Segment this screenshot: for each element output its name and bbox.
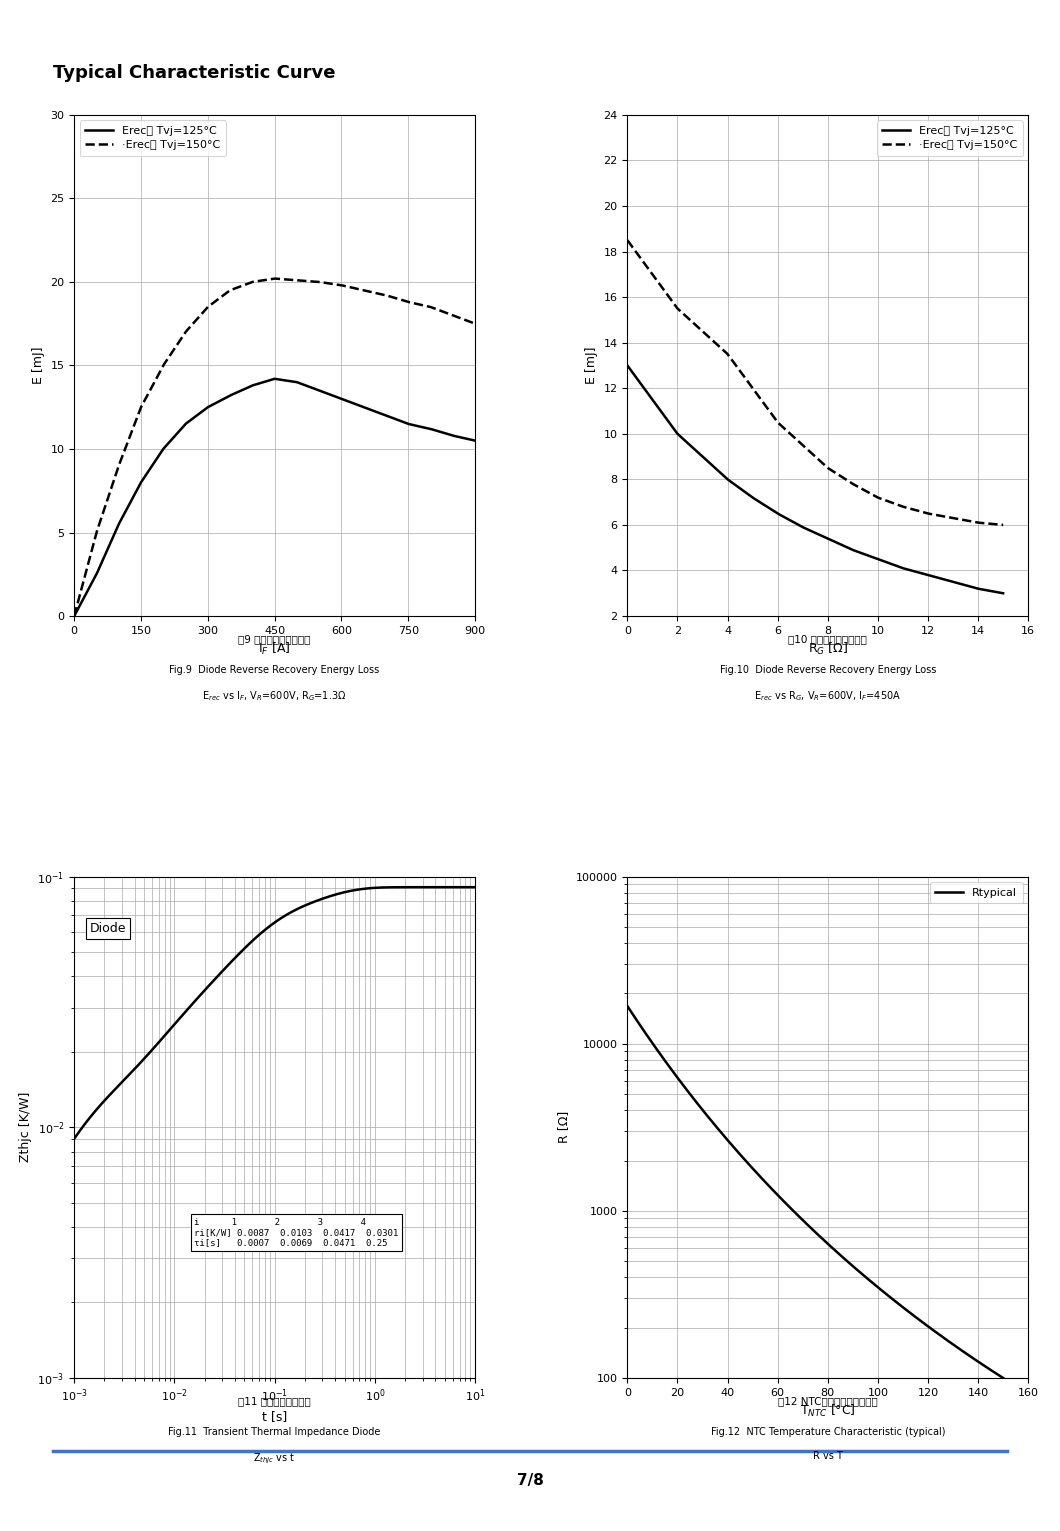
Y-axis label: R [Ω]: R [Ω] (558, 1112, 570, 1144)
·Erec， Tvj=150°C (139, 390, 152, 409)
Erec， Tvj=125°C (743, 487, 756, 505)
Text: 图12 NTC温度特性（典型値）: 图12 NTC温度特性（典型値） (778, 1396, 878, 1407)
Erec， Tvj=125°C (68, 606, 81, 625)
Text: E$_{rec}$ vs I$_F$, V$_R$=600V, R$_G$=1.3Ω: E$_{rec}$ vs I$_F$, V$_R$=600V, R$_G$=1.… (202, 689, 347, 703)
Erec， Tvj=125°C (370, 403, 383, 421)
Text: 图11 二极管瞬态热阻抗: 图11 二极管瞬态热阻抗 (238, 1396, 311, 1407)
Text: 图9 二极管反向恢复损耗: 图9 二极管反向恢复损耗 (238, 634, 311, 645)
Erec， Tvj=125°C (171, 424, 183, 442)
Text: Fig.12  NTC Temperature Characteristic (typical): Fig.12 NTC Temperature Characteristic (t… (710, 1427, 946, 1438)
·Erec， Tvj=150°C (996, 516, 1009, 534)
Erec， Tvj=125°C (770, 504, 782, 522)
Text: i      1       2       3       4
ri[K/W] 0.0087  0.0103  0.0417  0.0301
τi[s]   : i 1 2 3 4 ri[K/W] 0.0087 0.0103 0.0417 0… (194, 1217, 399, 1248)
Erec， Tvj=125°C (893, 557, 905, 576)
Line: Erec， Tvj=125°C: Erec， Tvj=125°C (628, 366, 1003, 592)
·Erec， Tvj=150°C (268, 269, 281, 288)
X-axis label: R$_G$ [Ω]: R$_G$ [Ω] (808, 641, 848, 657)
Text: Typical Characteristic Curve: Typical Characteristic Curve (53, 64, 336, 83)
Erec， Tvj=125°C (621, 357, 634, 375)
·Erec， Tvj=150°C (895, 496, 907, 514)
·Erec， Tvj=150°C (249, 273, 262, 291)
Erec， Tvj=125°C (139, 467, 152, 485)
Text: Fig.9  Diode Reverse Recovery Energy Loss: Fig.9 Diode Reverse Recovery Energy Loss (170, 664, 379, 675)
·Erec， Tvj=150°C (858, 481, 870, 499)
Erec， Tvj=125°C (666, 418, 678, 436)
Rtypical (852, 1262, 865, 1280)
·Erec， Tvj=150°C (469, 314, 481, 332)
Rtypical (808, 1222, 820, 1240)
·Erec， Tvj=150°C (770, 412, 782, 430)
Text: R vs T: R vs T (813, 1451, 843, 1462)
·Erec， Tvj=150°C (743, 375, 756, 393)
Rtypical (1009, 1376, 1022, 1395)
X-axis label: t [s]: t [s] (262, 1410, 287, 1422)
·Erec， Tvj=150°C (304, 273, 317, 291)
·Erec， Tvj=150°C (171, 335, 183, 354)
Erec， Tvj=125°C (996, 583, 1009, 602)
Line: ·Erec， Tvj=150°C: ·Erec， Tvj=150°C (628, 240, 1003, 525)
Rtypical (621, 997, 634, 1015)
Erec， Tvj=125°C (469, 432, 481, 450)
Rtypical (939, 1330, 952, 1349)
X-axis label: I$_F$ [A]: I$_F$ [A] (259, 641, 290, 657)
Line: Rtypical: Rtypical (628, 1006, 1015, 1386)
Legend: Erec， Tvj=125°C, ·Erec， Tvj=150°C: Erec， Tvj=125°C, ·Erec， Tvj=150°C (877, 121, 1023, 156)
Text: E$_{rec}$ vs R$_G$, V$_R$=600V, I$_F$=450A: E$_{rec}$ vs R$_G$, V$_R$=600V, I$_F$=45… (755, 689, 901, 703)
Erec， Tvj=125°C (336, 390, 349, 409)
Text: 图10 二极管反向恢复损耗: 图10 二极管反向恢复损耗 (789, 634, 867, 645)
Erec， Tvj=125°C (895, 559, 907, 577)
Y-axis label: E [mJ]: E [mJ] (32, 346, 45, 384)
Text: Fig.11  Transient Thermal Impedance Diode: Fig.11 Transient Thermal Impedance Diode (169, 1427, 381, 1438)
·Erec， Tvj=150°C (336, 276, 349, 294)
Text: Z$_{thjc}$ vs t: Z$_{thjc}$ vs t (253, 1451, 296, 1465)
Erec， Tvj=125°C (249, 375, 262, 393)
·Erec， Tvj=150°C (68, 606, 81, 625)
·Erec， Tvj=150°C (666, 292, 678, 311)
Rtypical (1000, 1370, 1012, 1389)
Text: Fig.10  Diode Reverse Recovery Energy Loss: Fig.10 Diode Reverse Recovery Energy Los… (720, 664, 936, 675)
Text: 7/8: 7/8 (516, 1473, 544, 1488)
Erec， Tvj=125°C (268, 369, 281, 387)
Line: ·Erec， Tvj=150°C: ·Erec， Tvj=150°C (74, 279, 475, 615)
Y-axis label: Zthjc [K/W]: Zthjc [K/W] (19, 1092, 32, 1162)
Legend: Rtypical: Rtypical (930, 882, 1023, 903)
Erec， Tvj=125°C (858, 545, 870, 563)
X-axis label: T$_{NTC}$ [°C]: T$_{NTC}$ [°C] (800, 1404, 855, 1419)
·Erec， Tvj=150°C (893, 496, 905, 514)
·Erec， Tvj=150°C (621, 231, 634, 250)
Y-axis label: E [mJ]: E [mJ] (585, 346, 598, 384)
Text: Diode: Diode (90, 922, 127, 935)
Legend: Erec， Tvj=125°C, ·Erec， Tvj=150°C: Erec， Tvj=125°C, ·Erec， Tvj=150°C (80, 121, 226, 156)
Line: Erec， Tvj=125°C: Erec， Tvj=125°C (74, 378, 475, 615)
·Erec， Tvj=150°C (370, 283, 383, 302)
Rtypical (806, 1220, 818, 1239)
Erec， Tvj=125°C (304, 378, 317, 397)
Rtypical (831, 1243, 844, 1262)
